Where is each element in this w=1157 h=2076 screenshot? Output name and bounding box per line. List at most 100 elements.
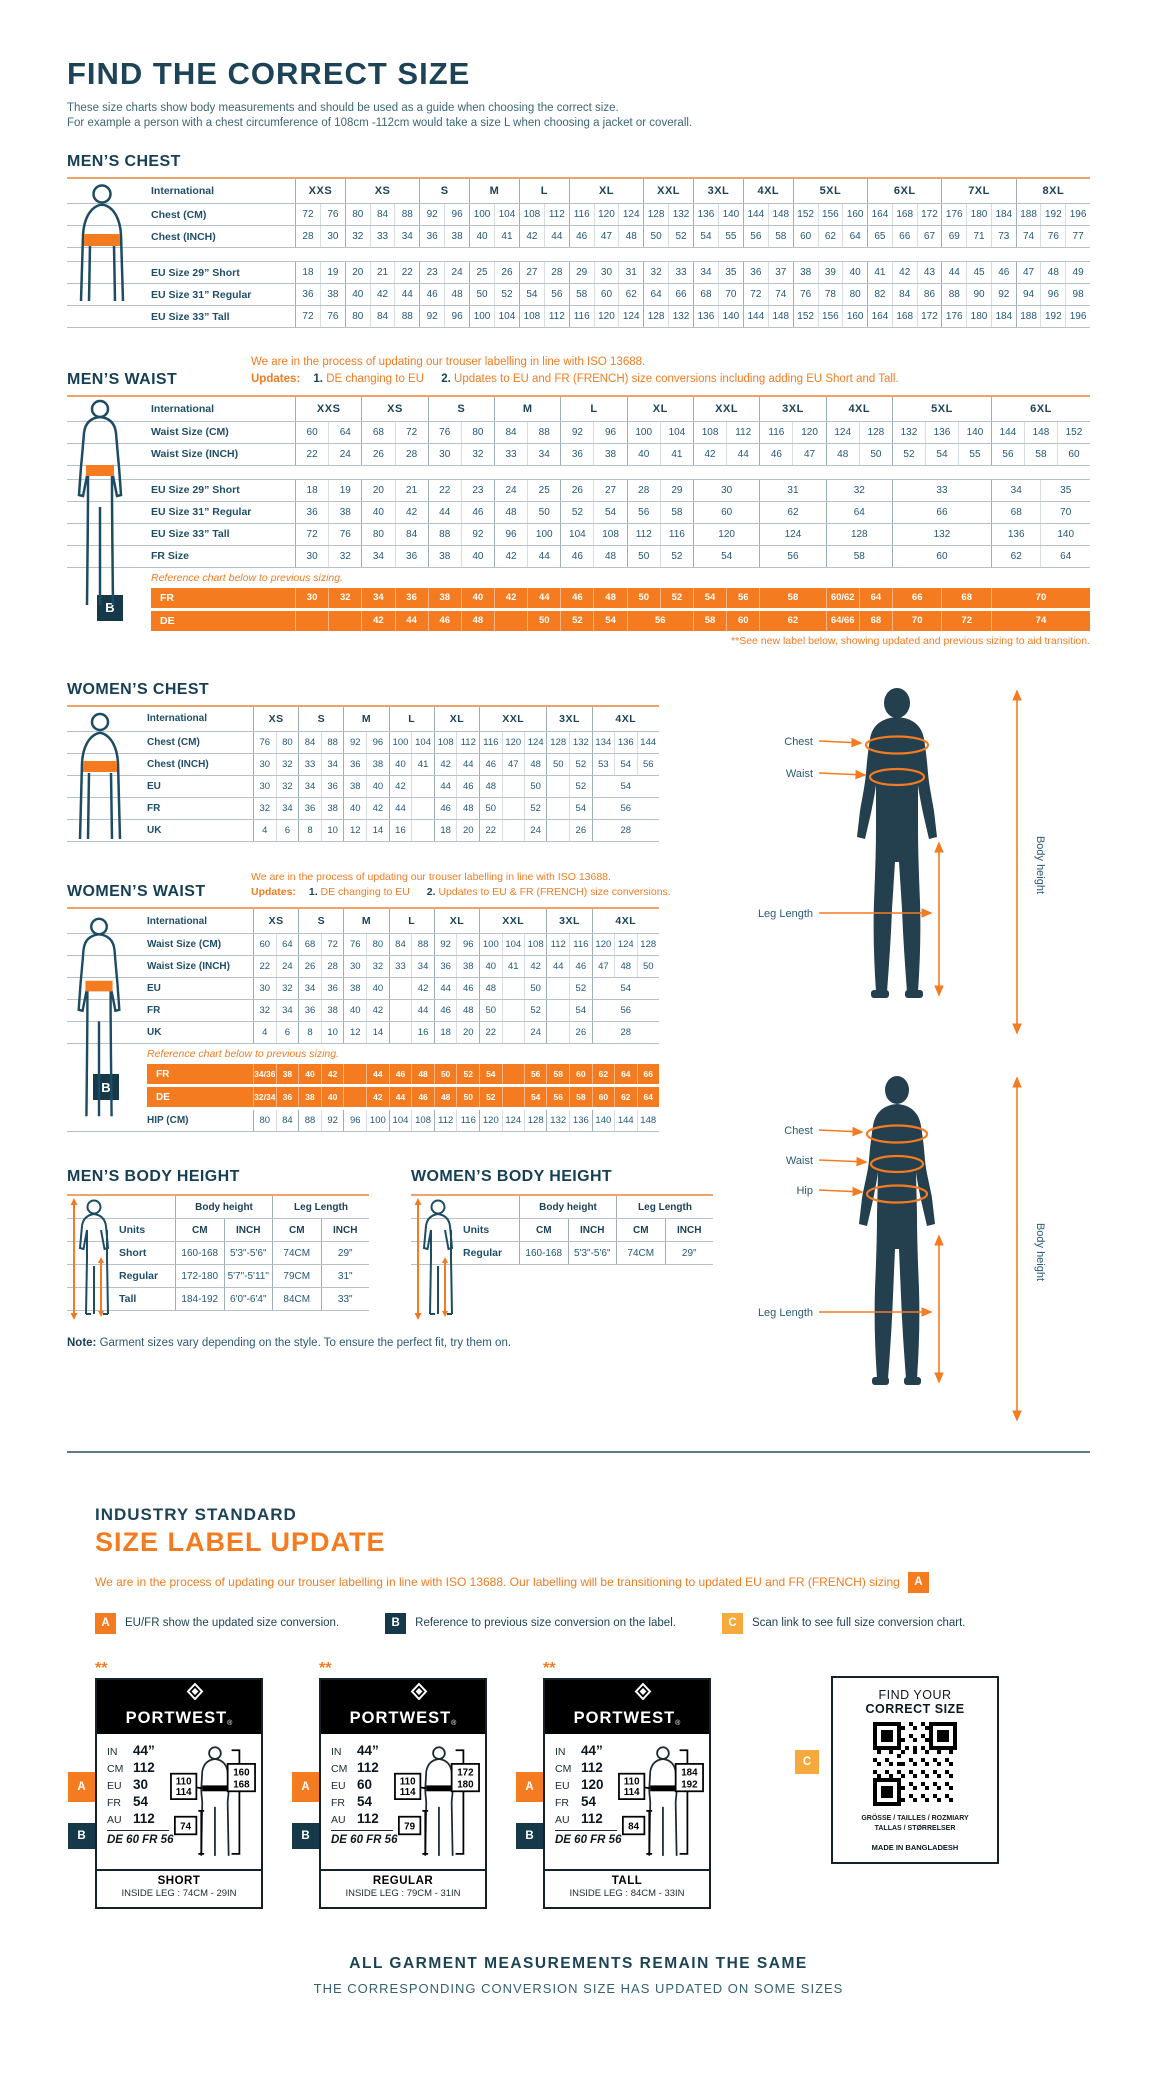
size-cell: 52: [523, 797, 546, 819]
size-cell: 40: [352, 289, 364, 300]
size-group: 34 36: [361, 587, 428, 608]
size-cell: 60: [800, 231, 812, 242]
chest-band: [83, 760, 117, 772]
size-cell: 54: [924, 443, 958, 465]
size-cell: 34: [411, 956, 434, 977]
size-cell: 80: [372, 528, 384, 540]
size-cell: [390, 1022, 412, 1043]
size-cell: 64: [614, 1064, 636, 1084]
size-cell: 140: [717, 306, 743, 327]
brand-name: PORTWEST: [573, 1708, 676, 1727]
size-cell: 30: [259, 758, 271, 770]
size-cell: 20: [456, 819, 479, 841]
row-label: UK: [147, 824, 162, 836]
size-cell: 116: [659, 523, 693, 545]
size-cell: 24: [523, 819, 546, 841]
size-group: 56: [626, 610, 693, 631]
size-cell: 23: [460, 479, 494, 501]
height-figure-icon: [70, 1198, 110, 1320]
size-cell: 104: [392, 1115, 409, 1126]
size-cell: 168: [891, 204, 917, 225]
size-group: 32 34: [253, 797, 298, 819]
field-tag: EU: [555, 1779, 570, 1792]
size-group: 40 42: [343, 1000, 388, 1021]
size-cell: 36: [394, 587, 428, 608]
size-column-header: XXL: [479, 909, 546, 933]
size-cell: 76: [439, 426, 451, 438]
size-cell: 124: [834, 426, 852, 438]
table-row: UK 4 6 8 10 12 14 16 18 20 22 24 26 28: [67, 819, 659, 842]
size-group: 58 60: [546, 1064, 591, 1084]
registered-mark: ®: [675, 1719, 681, 1727]
bh-value: 184-192: [175, 1288, 224, 1310]
badge-b: B: [516, 1822, 543, 1849]
size-group: 70: [990, 587, 1090, 608]
previous-sizing: DE 60 FR 56: [331, 1829, 397, 1846]
leg-length-value: 84: [628, 1821, 639, 1832]
size-fields: IN 44” CM 112 EU 30 FR 54 AU 112 DE 60 FR 56: [107, 1743, 173, 1865]
registered-mark: ®: [451, 1719, 457, 1727]
size-cell: 180: [966, 204, 991, 225]
size-group: 18 20: [433, 1022, 479, 1043]
size-cell: 32: [275, 978, 299, 999]
size-cell: 60/62: [830, 592, 855, 603]
size-group: 50 52: [546, 753, 591, 775]
size-cell: 42: [366, 1000, 389, 1021]
bh-value: 160-168: [519, 1242, 568, 1264]
womens-body-height-heading: WOMEN’S BODY HEIGHT: [411, 1168, 613, 1185]
iso-text-line: We are in the process of updating our tr…: [95, 1571, 1090, 1593]
size-cell: 88: [948, 289, 960, 300]
hip-label: Hip: [796, 1185, 813, 1197]
badge-b: B: [97, 594, 123, 621]
size-cell: 6: [275, 1022, 299, 1043]
size-group: 132 136 140: [891, 421, 991, 443]
size-group: 44 45 46: [941, 262, 1015, 283]
size-column-header: L: [388, 706, 434, 731]
size-group: 112 116: [433, 1110, 479, 1131]
size-cell: 58: [553, 1069, 563, 1079]
label-card-tall: ** PORTWEST ® IN 44” CM 112 EU 120 FR 54 AU 11…: [516, 1660, 711, 1909]
size-cell: 8: [307, 1027, 313, 1038]
size-cell: 42: [505, 550, 517, 562]
size-cell: 10: [320, 1022, 344, 1043]
size-group: 56 58: [546, 1087, 591, 1107]
size-cell: 34: [700, 267, 712, 278]
size-group: 44: [343, 1064, 388, 1084]
size-cell: 77: [1065, 226, 1090, 247]
size-cell: 132: [569, 731, 592, 753]
size-cell: 172: [916, 204, 942, 225]
size-group: 44: [388, 797, 434, 819]
size-cell: 49: [1065, 262, 1090, 283]
field-row: IN 44”: [107, 1743, 169, 1758]
size-cell: 80: [352, 209, 364, 220]
size-cell: 76: [800, 289, 812, 300]
row-label: Chest (INCH): [151, 230, 216, 243]
table-row: UK 4 6 8 10 12 14 16 18 20 22 24 26 28: [67, 1022, 659, 1044]
size-cell: [501, 1064, 524, 1084]
diagram-labels: Chest Waist Hip Leg Length Body height: [758, 1125, 1046, 1319]
size-group: 42 44: [361, 610, 427, 631]
size-cell: 36: [320, 775, 344, 797]
table-row: Chest (CM) 76 80 84 88 92 96 100 104 108 112 116 120…: [67, 731, 659, 754]
qr-langs-line1: GRÖSSE / TAILLES / ROZMIARY: [861, 1814, 969, 1822]
bh-value: 5'7"-5'11": [223, 1265, 273, 1287]
size-cell: 46: [426, 289, 438, 300]
waist-cm-top: 110: [624, 1776, 640, 1787]
size-cell: 128: [647, 311, 665, 322]
size-cell: 36: [302, 289, 314, 300]
size-group: 100 104: [388, 731, 434, 753]
size-column-header: XXL: [479, 706, 546, 731]
size-group: 34 36: [298, 775, 344, 797]
bh-unit: INCH: [567, 1219, 617, 1241]
size-cell: 38: [439, 550, 451, 562]
size-group: 80 84: [361, 523, 427, 545]
size-cell: 36: [306, 506, 318, 518]
size-cell: 66: [636, 1064, 659, 1084]
size-group: 124: [759, 523, 825, 545]
size-group: 116 120 124: [479, 731, 546, 753]
size-cell: 54: [526, 289, 538, 300]
field-tag: AU: [555, 1813, 570, 1826]
size-cell: 8: [307, 824, 313, 836]
column-header: International: [151, 185, 215, 197]
size-group: 47 48 50: [591, 956, 659, 977]
